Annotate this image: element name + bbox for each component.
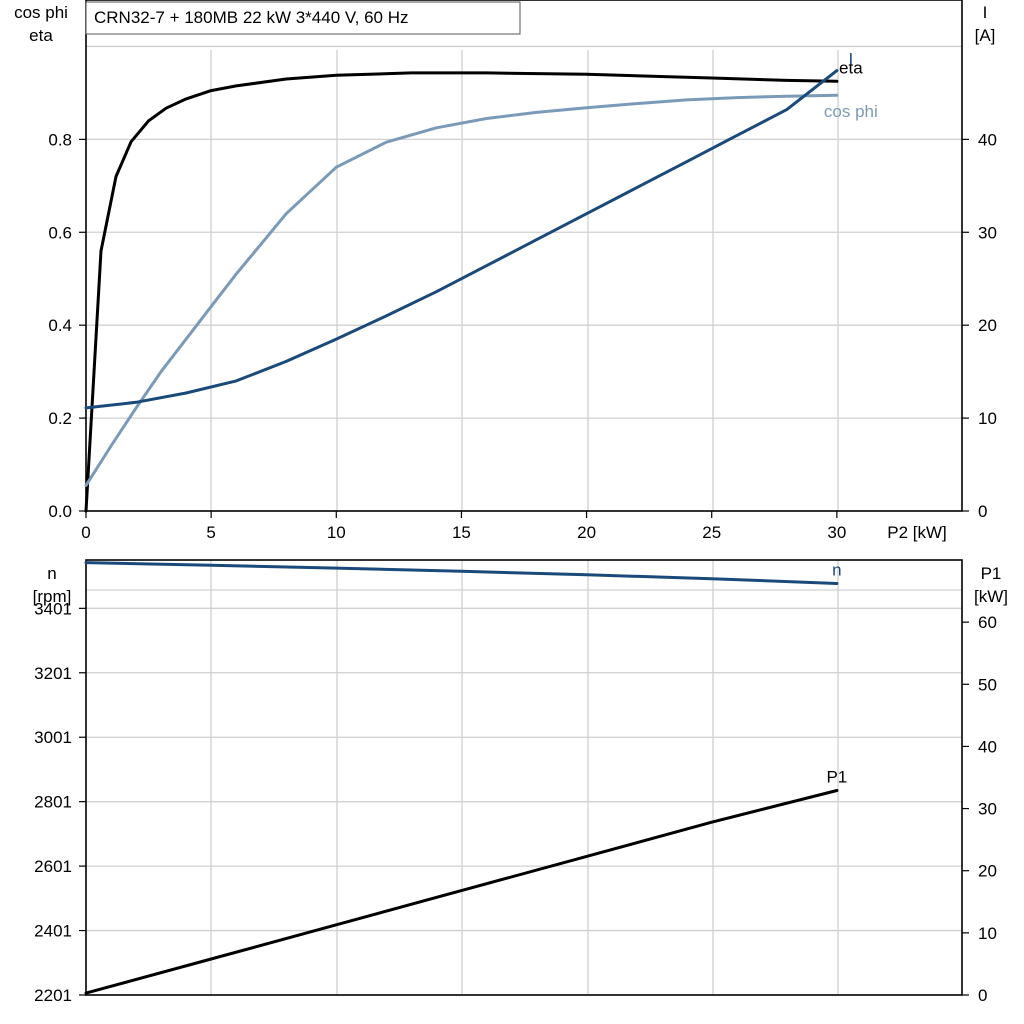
x-tick-label: 5: [206, 523, 215, 542]
y-right-tick-label: 60: [978, 613, 997, 632]
y-left-title: n: [47, 564, 56, 583]
y-right-tick-label: 0: [978, 986, 987, 1005]
series-line-cos-phi: [84, 93, 839, 487]
y-left-tick-label: 0.4: [48, 316, 72, 335]
y-left-tick-label: 2801: [34, 793, 72, 812]
chart-title-frame: [85, 1, 521, 35]
y-right-tick-label: 0: [978, 502, 987, 521]
y-left-title: [rpm]: [33, 587, 72, 606]
series-label-P1: P1: [826, 768, 847, 787]
x-axis-title: P2 [kW]: [887, 523, 947, 542]
series-line-I: [84, 69, 839, 410]
y-left-tick-label: 3201: [34, 664, 72, 683]
y-left-tick-label: 0.0: [48, 502, 72, 521]
y-left-tick-label: 0.6: [48, 223, 72, 242]
y-left-tick-label: 0.8: [48, 130, 72, 149]
y-right-tick-label: 10: [978, 409, 997, 428]
series-label-I: I: [848, 50, 853, 69]
x-tick-label: 25: [702, 523, 721, 542]
y-right-tick-label: 40: [978, 737, 997, 756]
y-left-tick-label: 2201: [34, 986, 72, 1005]
y-right-tick-label: 40: [978, 130, 997, 149]
y-right-title: I: [983, 3, 988, 22]
x-tick-label: 20: [577, 523, 596, 542]
x-tick-label: 15: [452, 523, 471, 542]
y-right-title: [kW]: [974, 587, 1008, 606]
y-right-tick-label: 30: [978, 800, 997, 819]
bottom-plot: 2201 2401 2601 2801 3001 3201 3401 0 10 20 30 40 50 6…: [33, 559, 1008, 1005]
chart-title-box: CRN32-7 + 180MB 22 kW 3*440 V, 60 Hz: [85, 1, 521, 35]
x-tick-label: 0: [81, 523, 90, 542]
y-right-tick-label: 30: [978, 223, 997, 242]
series-label-n: n: [832, 561, 841, 580]
y-right-tick-label: 20: [978, 316, 997, 335]
series-line-P1: [84, 789, 839, 995]
series-label-cos-phi: cos phi: [824, 102, 878, 121]
x-tick-label: 10: [327, 523, 346, 542]
y-left-title: cos phi: [14, 3, 68, 22]
y-left-tick-label: 3401: [34, 599, 72, 618]
series-line-eta: [84, 71, 839, 513]
plot-frame: [85, 559, 963, 996]
y-left-tick-label: 2601: [34, 857, 72, 876]
y-right-tick-label: 20: [978, 862, 997, 881]
chart-title: CRN32-7 + 180MB 22 kW 3*440 V, 60 Hz: [94, 8, 409, 27]
y-left-tick-label: 0.2: [48, 409, 72, 428]
plot-frame: [85, 0, 963, 512]
y-right-title: P1: [981, 564, 1002, 583]
y-left-tick-label: 2401: [34, 922, 72, 941]
y-right-tick-label: 50: [978, 675, 997, 694]
x-tick-label: 30: [827, 523, 846, 542]
y-right-tick-label: 10: [978, 924, 997, 943]
series-label-eta: eta: [839, 58, 863, 77]
series-line-n: [84, 561, 839, 585]
top-plot: 0.0 0.2 0.4 0.6 0.8 0 10 20 30 40 0 5 10 15 20 25 30 P2 […: [14, 0, 997, 542]
y-right-title: [A]: [975, 26, 996, 45]
y-left-tick-label: 3001: [34, 728, 72, 747]
y-left-title: eta: [29, 26, 53, 45]
